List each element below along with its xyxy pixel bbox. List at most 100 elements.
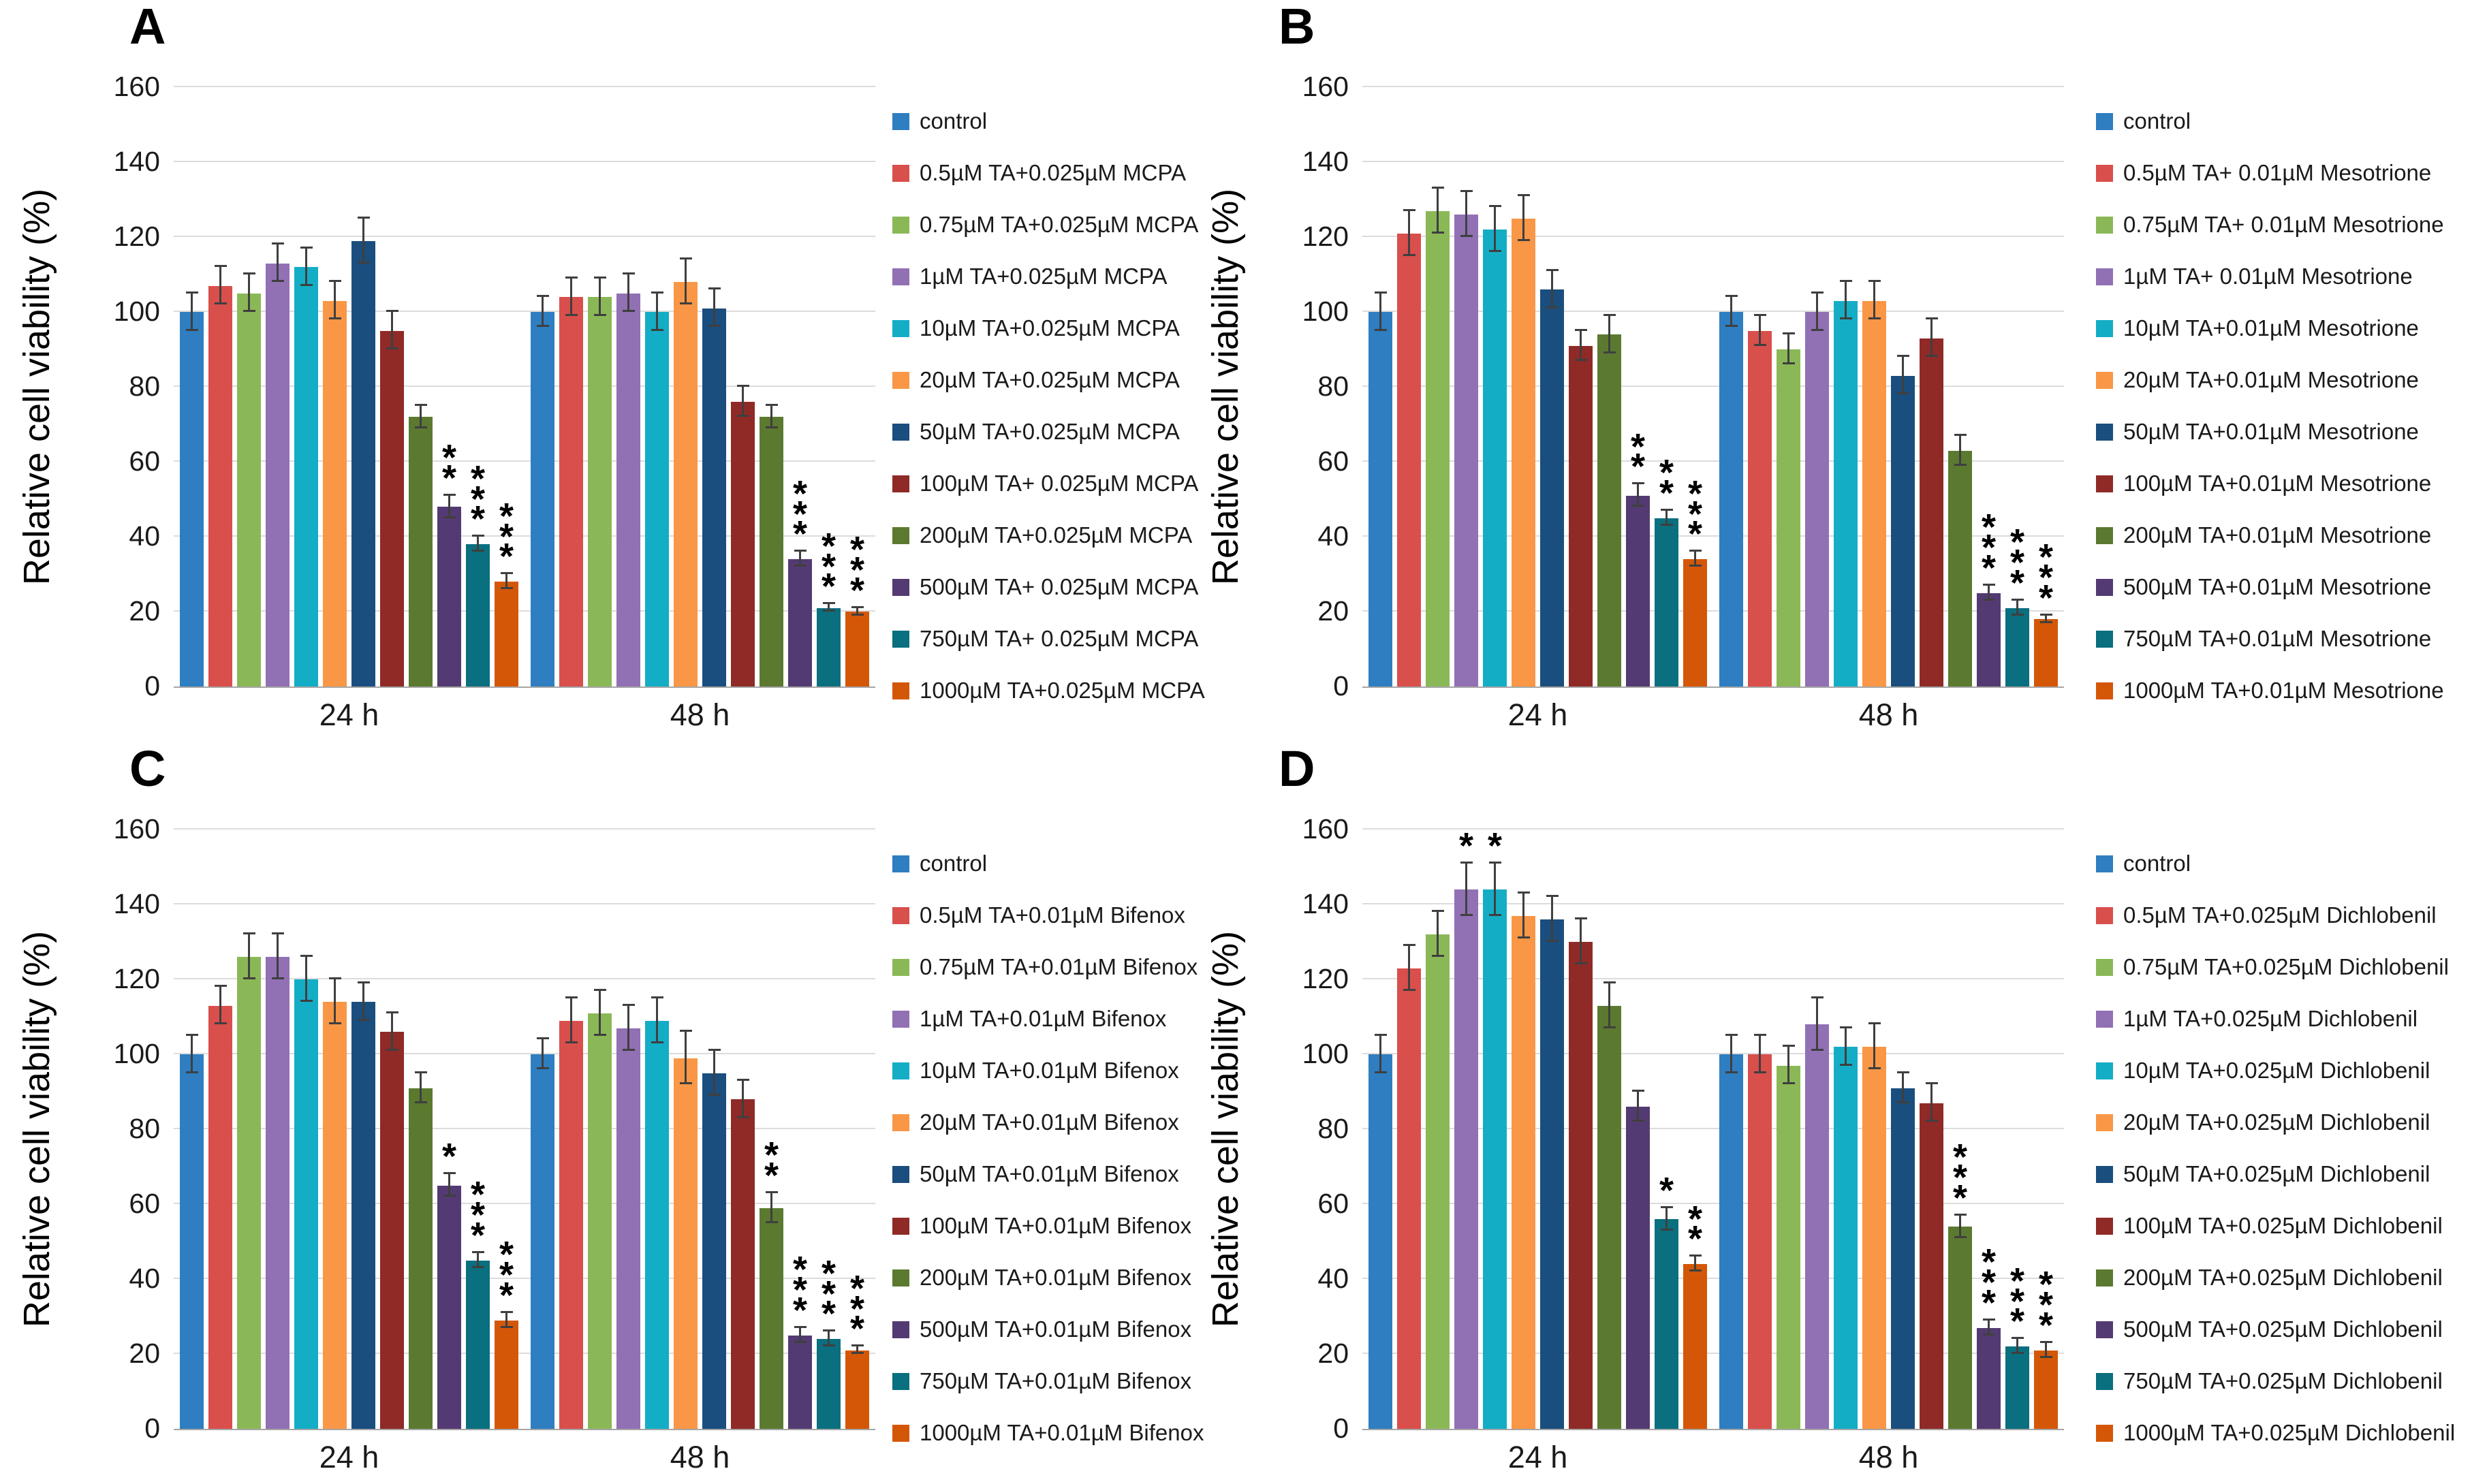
legend-label: 1000µM TA+0.025µM Dichlobenil <box>2123 1420 2456 1445</box>
bar-slot <box>1569 830 1593 1429</box>
panel-letter-B: B <box>1279 0 1315 54</box>
legend-swatch <box>2096 268 2113 285</box>
error-bar-cap-bottom <box>679 1082 692 1084</box>
bar-slot <box>531 830 554 1429</box>
x-tick-48h: 48 h <box>1858 1440 1919 1474</box>
error-bar-cap-top <box>357 981 370 983</box>
error-bar-cap-bottom <box>736 1116 749 1118</box>
bar-slot <box>180 87 204 686</box>
error-bar-cap-top <box>300 246 313 249</box>
bar-B-24h-50-m-ta-0.01-m-mesotrione <box>1540 289 1564 686</box>
bar-slot: * <box>437 830 461 1429</box>
error-bar-cap-top <box>651 291 663 294</box>
gridline <box>174 1128 875 1129</box>
y-tick-100: 100 <box>113 296 160 327</box>
legend-label: 50µM TA+0.025µM Dichlobenil <box>2123 1161 2430 1186</box>
error-bar <box>1902 357 1904 394</box>
bar-slot <box>760 87 783 686</box>
error-bar-cap-top <box>1753 313 1766 316</box>
bar-B-24h-20-m-ta-0.01-m-mesotrione <box>1512 218 1535 686</box>
bar-C-48h-0.75-m-ta-0.01-m-bifenox <box>588 1013 612 1429</box>
legend-label: 200µM TA+0.025µM MCPA <box>920 522 1193 548</box>
bar-D-24h-0.5-m-ta-0.025-m-dichlobenil <box>1397 968 1421 1429</box>
error-bar <box>1379 293 1381 331</box>
legend-swatch <box>2096 423 2113 441</box>
bar-slot: * * * <box>2034 87 2058 686</box>
error-bar <box>1551 897 1553 942</box>
bar-slot: * * * <box>495 830 518 1429</box>
error-bar <box>770 405 772 428</box>
legend-label: 500µM TA+0.01µM Bifenox <box>920 1316 1192 1342</box>
bar-D-48h-1000-m-ta-0.025-m-dichlobenil <box>2034 1350 2058 1429</box>
y-tick-100: 100 <box>1302 296 1349 327</box>
gridline <box>174 385 875 387</box>
error-bar-cap-top <box>679 1030 692 1032</box>
bar-B-48h-200-m-ta-0.01-m-mesotrione <box>1948 450 1972 686</box>
error-bar-cap-top <box>851 1344 864 1346</box>
bar-D-24h-10-m-ta-0.025-m-dichlobenil <box>1483 889 1507 1429</box>
gridline <box>1362 1053 2064 1054</box>
bar-slot <box>531 87 554 686</box>
legend-item: 100µM TA+0.01µM Bifenox <box>892 1200 1266 1252</box>
bar-B-24h-100-m-ta-0.01-m-mesotrione <box>1569 345 1593 686</box>
error-bar-cap-bottom <box>1460 913 1473 916</box>
error-bar-cap-top <box>271 242 284 244</box>
legend-swatch <box>892 906 909 924</box>
error-bar-cap-bottom <box>622 1048 635 1051</box>
error-bar-cap-bottom <box>2011 613 2024 616</box>
legend-item: 100µM TA+0.01µM Mesotrione <box>2096 458 2469 509</box>
error-bar-cap-bottom <box>214 1022 227 1024</box>
error-bar <box>2016 600 2018 616</box>
bar-B-48h-10-m-ta-0.01-m-mesotrione <box>1834 300 1858 686</box>
error-bar-cap-bottom <box>851 1352 864 1354</box>
bar-D-24h-100-m-ta-0.025-m-dichlobenil <box>1569 942 1593 1429</box>
gridline <box>174 311 875 312</box>
error-bar-cap-top <box>1896 1071 1909 1073</box>
legend-label: 50µM TA+0.01µM Bifenox <box>920 1161 1179 1186</box>
error-bar <box>1437 912 1439 957</box>
error-bar-cap-bottom <box>300 1000 313 1002</box>
legend-label: 100µM TA+ 0.025µM MCPA <box>920 471 1199 496</box>
bar-C-24h-1-m-ta-0.01-m-bifenox <box>266 957 290 1429</box>
error-bar-cap-bottom <box>500 587 513 589</box>
bar-slot <box>1540 87 1564 686</box>
error-bar-cap-bottom <box>1403 988 1415 991</box>
error-bar-cap-top <box>593 276 606 279</box>
error-bar-cap-top <box>765 403 778 406</box>
bar-D-48h-200-m-ta-0.025-m-dichlobenil <box>1948 1227 1972 1429</box>
legend-label: 100µM TA+0.01µM Mesotrione <box>2123 471 2432 496</box>
panel-B: B Relative cell viability (%) 0 20 40 60 80 100… <box>1205 0 2472 742</box>
legend-swatch <box>892 319 909 337</box>
error-bar-cap-bottom <box>443 1195 456 1197</box>
legend-item: 200µM TA+0.01µM Mesotrione <box>2096 509 2469 561</box>
legend-label: 0.75µM TA+ 0.01µM Mesotrione <box>2123 212 2444 237</box>
error-bar <box>1379 1035 1381 1073</box>
error-bar-cap-top <box>1982 1318 1995 1321</box>
bar-slot: * * * <box>1948 830 1972 1429</box>
y-tick-120: 120 <box>113 963 160 994</box>
significance-asterisks: * * * <box>470 458 486 540</box>
error-bar-cap-bottom <box>1689 1269 1702 1272</box>
error-bar-cap-top <box>2011 598 2024 601</box>
legend-label: 1µM TA+0.025µM MCPA <box>920 264 1168 289</box>
legend-item: control <box>892 95 1266 147</box>
legend-item: 500µM TA+ 0.025µM MCPA <box>892 561 1266 613</box>
error-bar <box>1608 983 1610 1028</box>
gridline <box>174 86 875 87</box>
y-tick-40: 40 <box>129 1263 160 1294</box>
error-bar-cap-bottom <box>328 317 341 319</box>
bar-B-24h-1000-m-ta-0.01-m-mesotrione <box>1683 559 1707 686</box>
bar-C-24h-20-m-ta-0.01-m-bifenox <box>323 1002 347 1429</box>
error-bar-cap-bottom <box>679 302 692 304</box>
error-bar <box>248 274 250 312</box>
bar-slot <box>1397 830 1421 1429</box>
bar-D-48h-50-m-ta-0.025-m-dichlobenil <box>1891 1088 1915 1429</box>
bar-A-48h-0.75-m-ta-0.025-m-mcpa <box>588 297 612 686</box>
error-bar <box>305 957 307 1002</box>
error-bar <box>1494 207 1496 252</box>
error-bar-cap-bottom <box>185 328 198 331</box>
error-bar-cap-top <box>300 955 313 957</box>
panel-C: C Relative cell viability (%) 0 20 40 60 80 100… <box>0 740 1236 1484</box>
legend-swatch <box>2096 475 2113 492</box>
error-bar-cap-bottom <box>2011 1352 2024 1354</box>
